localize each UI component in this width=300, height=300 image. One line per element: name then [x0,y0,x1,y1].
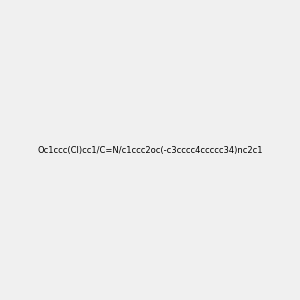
Text: Oc1ccc(Cl)cc1/C=N/c1ccc2oc(-c3cccc4ccccc34)nc2c1: Oc1ccc(Cl)cc1/C=N/c1ccc2oc(-c3cccc4ccccc… [37,146,263,154]
